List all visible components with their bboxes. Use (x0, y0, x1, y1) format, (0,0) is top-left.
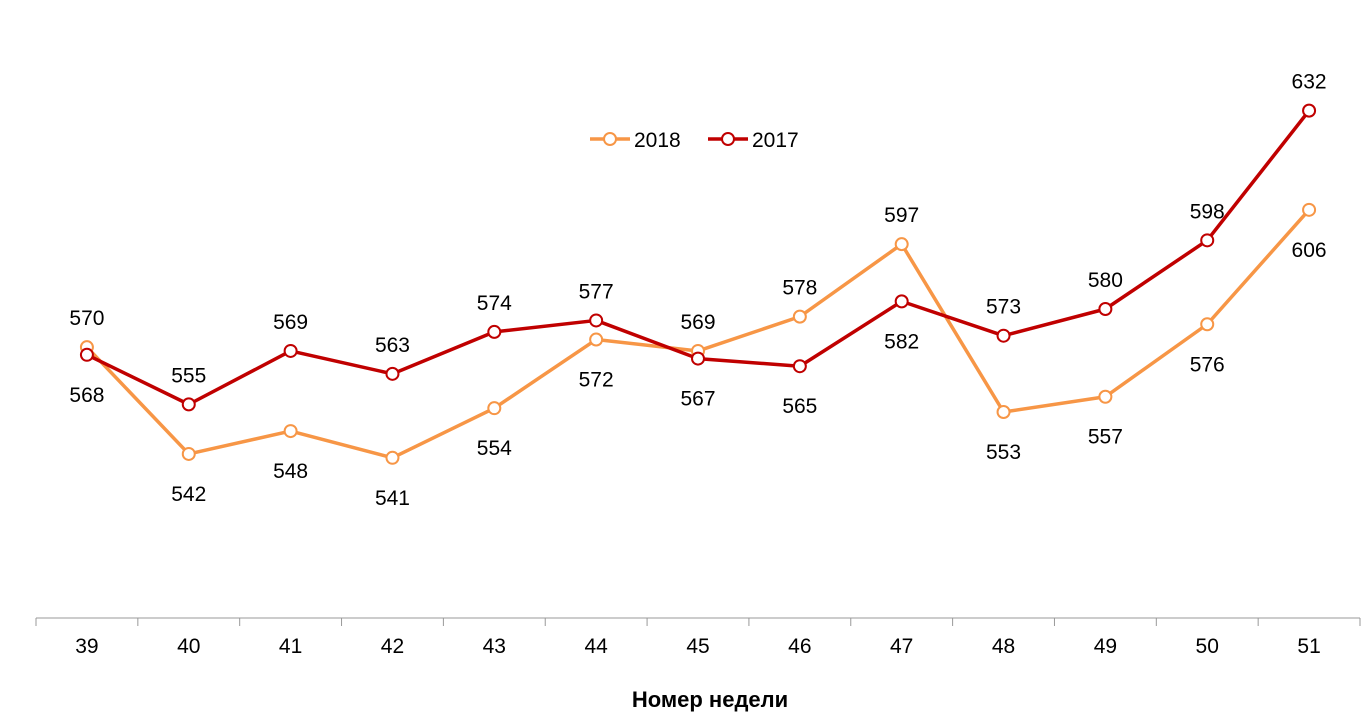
data-label-2018: 557 (1088, 426, 1123, 449)
data-point-2017 (181, 397, 196, 412)
x-tick-label: 50 (1196, 635, 1219, 658)
data-point-2018 (894, 237, 909, 252)
data-label-2017: 563 (375, 334, 410, 357)
x-tick-label: 46 (788, 635, 811, 658)
data-label-2017: 573 (986, 296, 1021, 319)
data-label-2018: 576 (1190, 353, 1225, 376)
data-labels: 570 542 548 541 554 572 569 578 597 553 557 576 606 5… (69, 71, 1326, 510)
data-point-2017 (792, 359, 807, 374)
data-label-2017: 565 (782, 395, 817, 418)
data-point-2017 (996, 328, 1011, 343)
legend-marker-2018 (603, 132, 617, 146)
data-label-2018: 578 (782, 277, 817, 300)
x-tick-label: 45 (686, 635, 709, 658)
data-point-2018 (1098, 389, 1113, 404)
x-tick-label: 44 (584, 635, 608, 658)
data-label-2017: 569 (273, 311, 308, 334)
data-label-2017: 555 (171, 364, 206, 387)
data-label-2018: 542 (171, 483, 206, 506)
x-tick-label: 43 (483, 635, 506, 658)
data-point-2018 (385, 450, 400, 465)
legend-label-2017: 2017 (752, 129, 799, 152)
data-label-2018: 606 (1292, 239, 1327, 262)
data-point-2017 (487, 324, 502, 339)
x-tick-label: 48 (992, 635, 1015, 658)
data-label-2017: 577 (579, 280, 614, 303)
data-point-2018 (283, 424, 298, 439)
series-lines (79, 103, 1317, 465)
x-tick-label: 51 (1297, 635, 1320, 658)
data-point-2018 (589, 332, 604, 347)
data-label-2017: 598 (1190, 200, 1225, 223)
data-label-2018: 554 (477, 437, 512, 460)
data-label-2018: 569 (680, 311, 715, 334)
x-axis-title: Номер недели (632, 687, 788, 712)
data-point-2017 (1200, 233, 1215, 248)
data-label-2018: 548 (273, 460, 308, 483)
data-label-2018: 570 (69, 307, 104, 330)
data-point-2017 (589, 313, 604, 328)
data-point-2018 (487, 401, 502, 416)
x-tick-label: 39 (75, 635, 98, 658)
data-label-2017: 574 (477, 292, 512, 315)
x-tick-label: 42 (381, 635, 404, 658)
data-label-2018: 541 (375, 487, 410, 510)
data-point-2017 (894, 294, 909, 309)
data-point-2017 (691, 351, 705, 366)
data-label-2018: 597 (884, 204, 919, 227)
data-point-2018 (181, 446, 196, 461)
x-axis: 39 40 41 42 43 44 45 46 47 48 49 50 51 (35, 617, 1361, 658)
data-point-2017 (79, 347, 94, 362)
data-point-2017 (1098, 302, 1113, 316)
data-label-2018: 572 (579, 369, 614, 392)
data-point-2018 (792, 309, 807, 324)
legend: 2018 2017 (590, 129, 799, 152)
legend-marker-2017 (721, 132, 735, 146)
data-label-2017: 582 (884, 330, 919, 353)
legend-label-2018: 2018 (634, 129, 681, 152)
data-point-2017 (385, 366, 400, 381)
x-tick-label: 40 (177, 635, 200, 658)
x-tick-label: 41 (279, 635, 302, 658)
data-label-2017: 567 (680, 388, 715, 411)
data-label-2017: 580 (1088, 269, 1123, 292)
data-label-2017: 568 (69, 384, 104, 407)
x-tick-label: 47 (890, 635, 913, 658)
data-label-2018: 553 (986, 441, 1021, 464)
x-tick-label: 49 (1094, 635, 1117, 658)
data-label-2017: 632 (1292, 71, 1327, 94)
data-point-2017 (1302, 103, 1317, 118)
data-point-2018 (1302, 202, 1317, 217)
data-point-2018 (1200, 317, 1215, 332)
data-point-2017 (283, 343, 298, 358)
data-point-2018 (996, 405, 1011, 419)
